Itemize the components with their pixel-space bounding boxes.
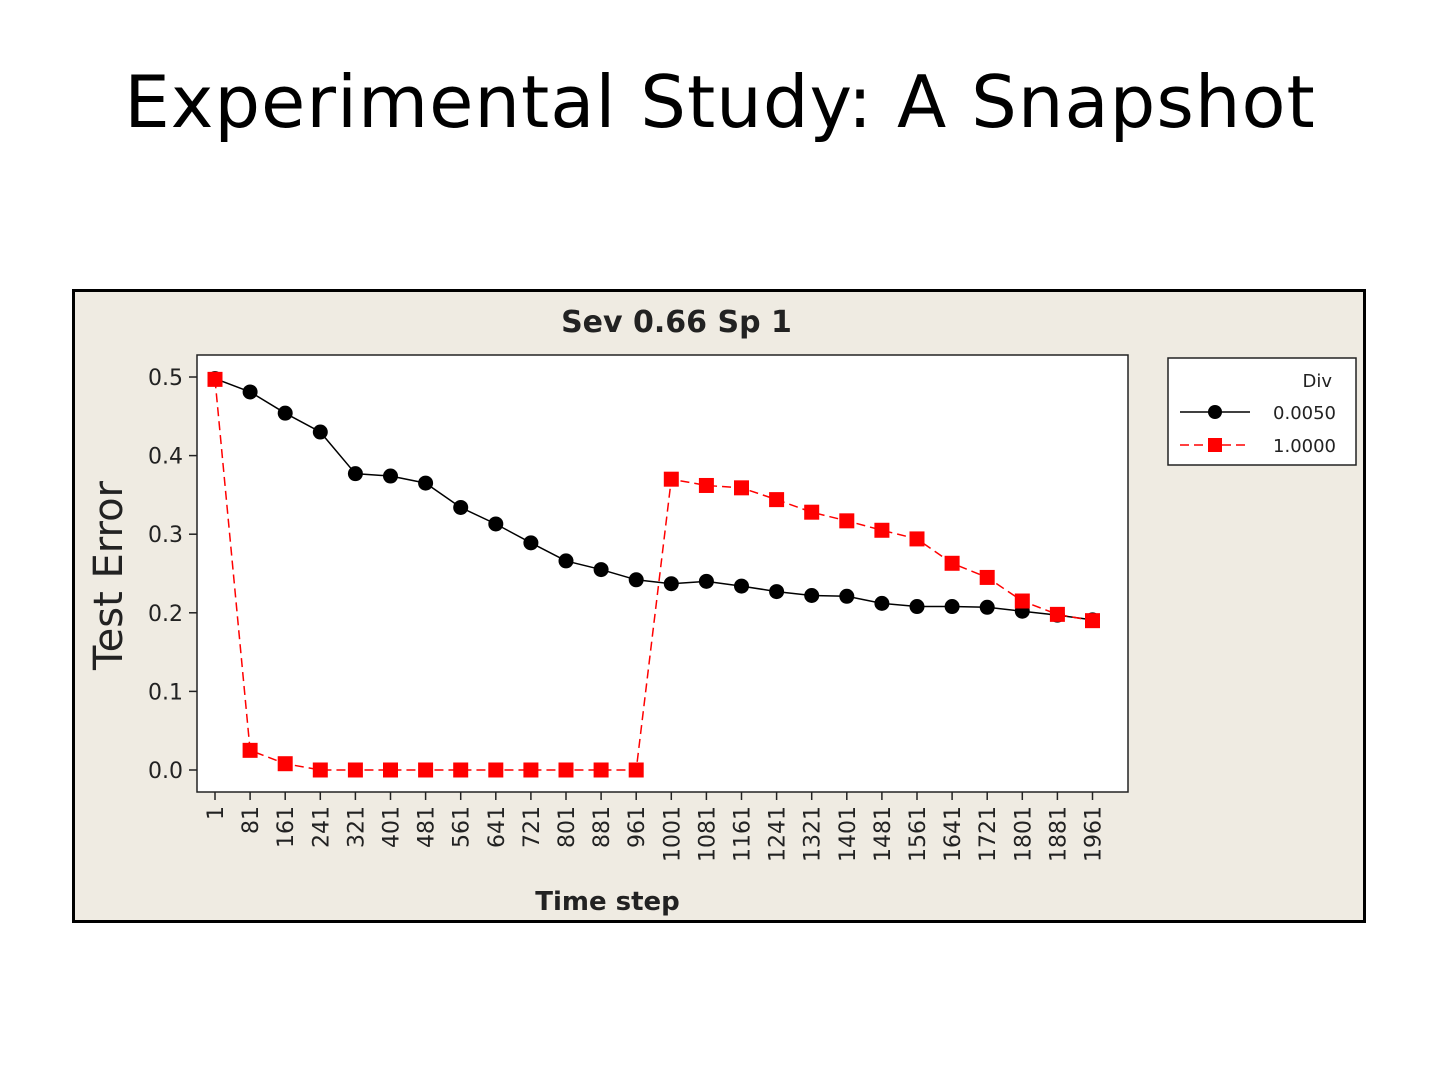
series-point-1 xyxy=(663,471,679,487)
series-point-0 xyxy=(242,384,258,400)
legend-marker-0 xyxy=(1208,405,1222,419)
series-point-1 xyxy=(804,504,820,520)
x-tick-label: 401 xyxy=(380,806,405,848)
series-point-0 xyxy=(839,588,855,604)
legend-label-0: 0.0050 xyxy=(1273,403,1336,424)
legend-marker-1 xyxy=(1208,438,1222,452)
x-tick-label: 641 xyxy=(485,806,510,848)
series-point-1 xyxy=(347,762,363,778)
x-tick-label: 1641 xyxy=(941,806,966,862)
y-tick-label: 0.2 xyxy=(148,602,183,627)
series-point-0 xyxy=(979,599,995,615)
series-point-1 xyxy=(734,480,749,496)
series-point-0 xyxy=(453,499,469,515)
series-point-1 xyxy=(698,477,714,493)
series-point-1 xyxy=(979,569,995,585)
series-point-0 xyxy=(769,584,785,600)
x-tick-label: 881 xyxy=(590,806,615,848)
y-tick-label: 0.0 xyxy=(148,759,183,784)
series-point-1 xyxy=(488,762,504,778)
x-axis-label: Time step xyxy=(535,887,680,917)
series-point-0 xyxy=(523,535,539,551)
series-point-1 xyxy=(628,762,644,778)
series-point-1 xyxy=(453,762,469,778)
x-tick-label: 1321 xyxy=(801,806,826,862)
series-point-0 xyxy=(663,576,679,592)
series-point-0 xyxy=(909,599,925,615)
x-tick-label: 1561 xyxy=(906,806,931,862)
y-axis-label: Test Error xyxy=(86,480,132,671)
plot-area xyxy=(196,354,1129,793)
line-chart: Sev 0.66 Sp 1 0.0 0.1 0.2 0.3 0.4 0.5 1 81 161 241… xyxy=(86,305,1357,917)
x-tick-label: 1001 xyxy=(660,806,685,862)
series-point-1 xyxy=(593,762,609,778)
series-point-0 xyxy=(488,516,504,532)
chart-frame: Sev 0.66 Sp 1 0.0 0.1 0.2 0.3 0.4 0.5 1 81 161 241… xyxy=(72,289,1366,923)
x-tick-label: 561 xyxy=(450,806,475,848)
legend-label-1: 1.0000 xyxy=(1273,436,1336,457)
series-point-1 xyxy=(383,762,398,778)
series-point-0 xyxy=(277,405,293,421)
chart-title: Sev 0.66 Sp 1 xyxy=(561,305,792,340)
x-tick-label: 801 xyxy=(555,806,580,848)
y-tick-label: 0.3 xyxy=(148,523,183,548)
series-point-0 xyxy=(944,599,960,615)
series-point-1 xyxy=(277,756,293,772)
x-tick-label: 81 xyxy=(239,806,264,834)
series-point-1 xyxy=(1014,593,1030,609)
x-tick-label: 1 xyxy=(204,806,229,820)
y-tick-label: 0.4 xyxy=(148,445,183,470)
series-point-0 xyxy=(874,595,890,611)
series-point-0 xyxy=(418,475,434,491)
series-point-1 xyxy=(207,371,223,387)
series-point-1 xyxy=(1085,613,1100,629)
series-point-1 xyxy=(874,522,890,538)
series-point-1 xyxy=(558,762,574,778)
series-point-1 xyxy=(769,492,785,508)
x-tick-label: 1721 xyxy=(976,806,1001,862)
series-point-0 xyxy=(383,468,398,484)
x-tick-label: 1961 xyxy=(1082,806,1107,862)
x-tick-label: 721 xyxy=(520,806,545,848)
x-tick-label: 321 xyxy=(344,806,369,848)
series-point-1 xyxy=(312,762,328,778)
series-point-1 xyxy=(839,513,855,529)
x-tick-label: 1241 xyxy=(766,806,791,862)
legend-title: Div xyxy=(1302,371,1332,392)
series-point-0 xyxy=(558,553,574,569)
x-tick-label: 481 xyxy=(415,806,440,848)
x-tick-label: 961 xyxy=(625,806,650,848)
series-point-1 xyxy=(418,762,434,778)
series-point-0 xyxy=(593,562,609,578)
x-tick-label: 241 xyxy=(309,806,334,848)
series-point-1 xyxy=(242,742,258,758)
x-tick-label: 1481 xyxy=(871,806,896,862)
series-point-0 xyxy=(347,466,363,482)
x-tick-label: 161 xyxy=(274,806,299,848)
y-tick-label: 0.5 xyxy=(148,366,183,391)
x-tick-label: 1401 xyxy=(836,806,861,862)
series-point-1 xyxy=(1049,606,1065,622)
x-tick-label: 1161 xyxy=(731,806,756,862)
y-tick-label: 0.1 xyxy=(148,680,183,705)
series-point-0 xyxy=(734,578,749,594)
series-point-0 xyxy=(312,424,328,440)
slide-title: Experimental Study: A Snapshot xyxy=(124,60,1316,144)
series-point-1 xyxy=(944,555,960,571)
series-point-1 xyxy=(523,762,539,778)
series-point-0 xyxy=(698,573,714,589)
series-point-1 xyxy=(909,531,925,547)
series-point-0 xyxy=(804,588,820,604)
x-tick-label: 1801 xyxy=(1011,806,1036,862)
x-tick-label: 1881 xyxy=(1046,806,1071,862)
series-point-0 xyxy=(628,572,644,588)
x-tick-label: 1081 xyxy=(695,806,720,862)
